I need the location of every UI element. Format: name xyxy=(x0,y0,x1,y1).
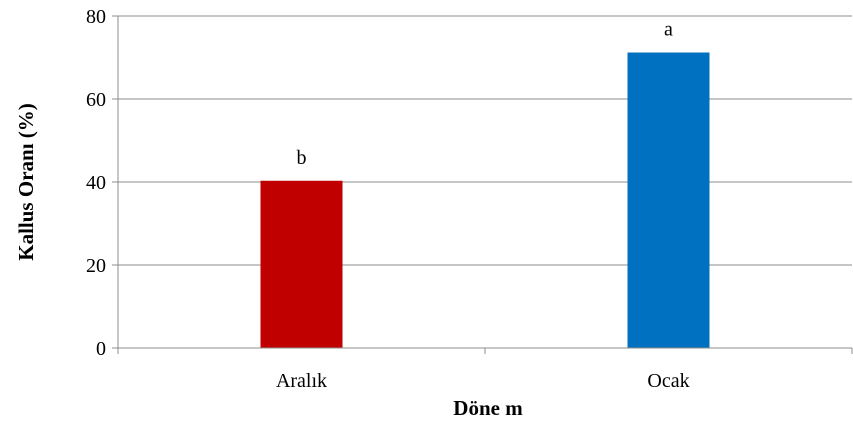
y-axis-title: Kallus Oranı (%) xyxy=(14,103,38,261)
y-tick-label-20: 20 xyxy=(86,255,106,277)
y-tick-label-80: 80 xyxy=(86,6,106,28)
x-tick-label-2: Ocak xyxy=(647,370,689,392)
axes xyxy=(112,15,853,354)
x-tick-label-1: Aralık xyxy=(276,370,327,392)
y-tick-label-0: 0 xyxy=(96,338,106,360)
bar-1 xyxy=(260,180,343,348)
y-tick-label-60: 60 xyxy=(86,89,106,111)
bars xyxy=(260,52,710,349)
x-axis-title: Döne m xyxy=(453,396,523,420)
y-tick-label-40: 40 xyxy=(86,172,106,194)
gridlines xyxy=(118,15,852,266)
tick-labels: 0 20 40 60 80 Aralık Ocak xyxy=(86,6,690,392)
data-label-2: a xyxy=(664,19,673,41)
bar-2 xyxy=(627,52,710,349)
data-label-1: b xyxy=(297,147,307,169)
data-labels: ba xyxy=(297,19,674,169)
